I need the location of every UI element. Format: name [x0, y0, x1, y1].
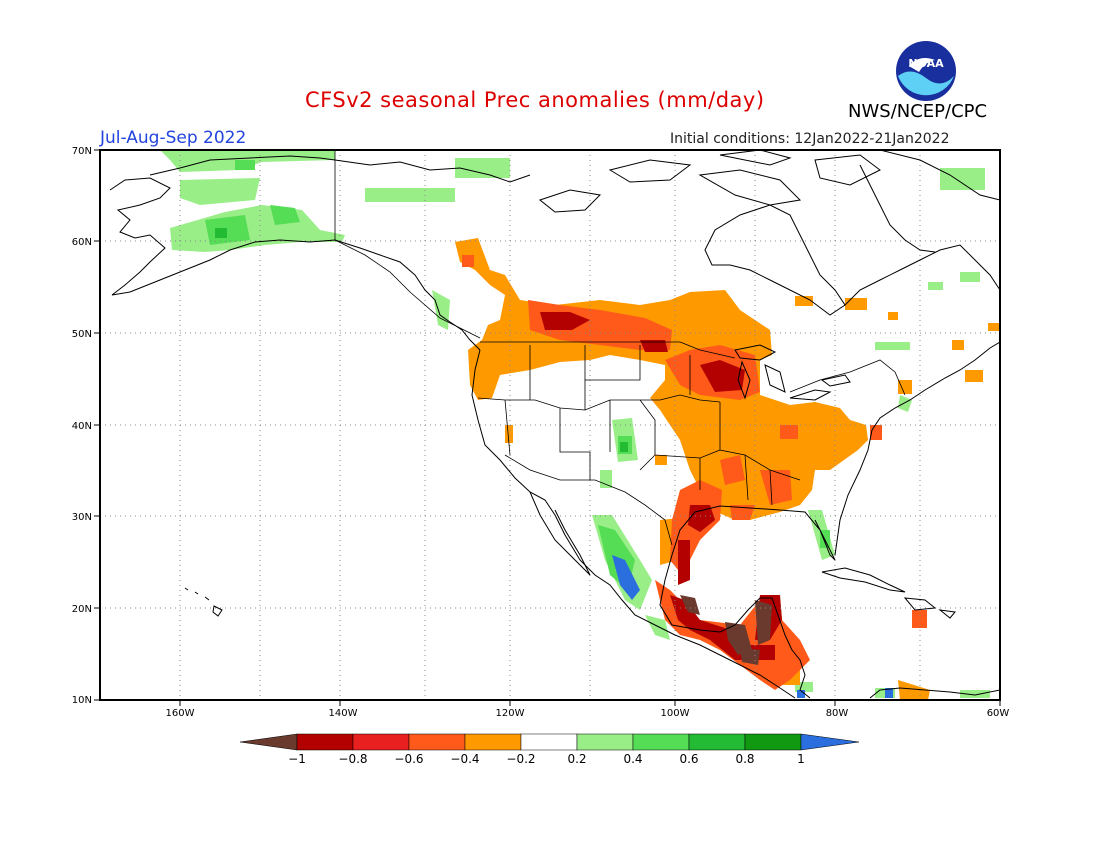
colorbar-arrow-low — [239, 733, 298, 751]
colorbar-bin — [632, 733, 690, 751]
political-borders — [334, 150, 906, 546]
lat-label: 40N — [72, 421, 92, 432]
colorbar-bin — [408, 733, 466, 751]
season-label: Jul-Aug-Sep 2022 — [100, 128, 247, 148]
colorbar-bin — [464, 733, 522, 751]
lat-label: 60N — [72, 237, 92, 248]
lat-label: 20N — [72, 604, 92, 615]
map-title: CFSv2 seasonal Prec anomalies (mm/day) — [305, 88, 765, 112]
colorbar-label: 0.4 — [623, 752, 642, 766]
agency-label: NWS/NCEP/CPC — [848, 101, 988, 122]
initial-conditions-label: Initial conditions: 12Jan2022-21Jan2022 — [670, 131, 950, 147]
latitude-labels: 70N 60N 50N 40N 30N 20N 10N — [72, 146, 92, 706]
colorbar-bin — [688, 733, 746, 751]
colorbar-bin — [744, 733, 802, 751]
colorbar-label: 1 — [797, 752, 805, 766]
lon-label: 60W — [987, 708, 1010, 719]
colorbar: −1 −0.8 −0.6 −0.4 −0.2 0.2 0.4 0.6 0.8 1 — [239, 733, 860, 766]
map-gridlines — [100, 150, 1000, 700]
colorbar-bin — [520, 733, 578, 751]
lat-label: 70N — [72, 146, 92, 157]
colorbar-label: −0.4 — [450, 752, 479, 766]
coastlines — [109, 150, 1000, 699]
lon-label: 120W — [496, 708, 525, 719]
lon-label: 140W — [329, 708, 358, 719]
colorbar-bin — [296, 733, 354, 751]
colorbar-label: 0.8 — [735, 752, 754, 766]
svg-text:NOAA: NOAA — [908, 57, 944, 70]
colorbar-label: −0.8 — [338, 752, 367, 766]
noaa-logo: NOAA — [896, 41, 956, 101]
lat-label: 10N — [72, 695, 92, 706]
lat-label: 50N — [72, 329, 92, 340]
colorbar-label: −0.6 — [394, 752, 423, 766]
longitude-labels: 160W 140W 120W 100W 80W 60W — [166, 708, 1010, 719]
anomaly-shading — [160, 150, 1000, 700]
lon-label: 80W — [826, 708, 849, 719]
colorbar-label: −1 — [288, 752, 306, 766]
lon-label: 100W — [661, 708, 690, 719]
lat-label: 30N — [72, 512, 92, 523]
colorbar-bin — [576, 733, 634, 751]
colorbar-label: 0.2 — [567, 752, 586, 766]
lon-label: 160W — [166, 708, 195, 719]
map-ticks — [94, 149, 1001, 706]
colorbar-label: 0.6 — [679, 752, 698, 766]
colorbar-arrow-high — [800, 733, 860, 751]
colorbar-label: −0.2 — [506, 752, 535, 766]
colorbar-bin — [352, 733, 410, 751]
